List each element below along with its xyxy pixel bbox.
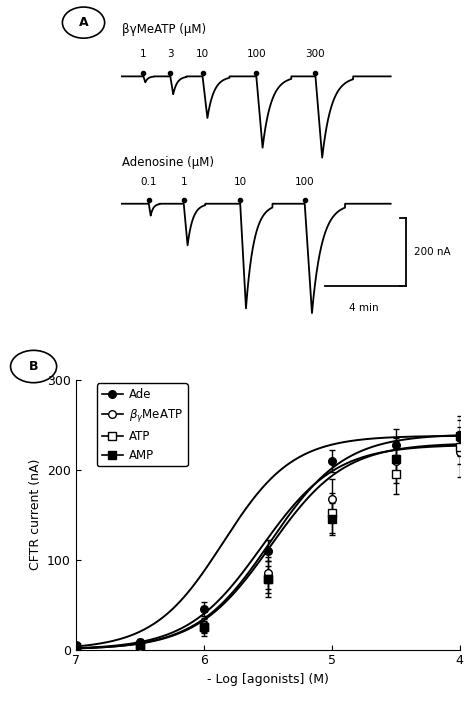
Text: 4 min: 4 min [349,303,379,313]
X-axis label: - Log [agonists] (M): - Log [agonists] (M) [207,673,329,686]
Text: 300: 300 [306,49,325,59]
Text: 100: 100 [295,176,314,187]
Text: 3: 3 [167,49,173,59]
Text: βγMeATP (μM): βγMeATP (μM) [122,23,206,35]
Text: 10: 10 [196,49,209,59]
Legend: Ade, $\beta_\gamma$MeATP, ATP, AMP: Ade, $\beta_\gamma$MeATP, ATP, AMP [97,383,188,467]
Y-axis label: CFTR current (nA): CFTR current (nA) [28,459,42,570]
Text: 0.1: 0.1 [140,176,157,187]
Text: B: B [29,360,38,373]
Text: 1: 1 [181,176,187,187]
Text: 1: 1 [140,49,147,59]
Text: 100: 100 [246,49,266,59]
Text: 200 nA: 200 nA [414,247,450,257]
Text: 10: 10 [234,176,247,187]
Text: A: A [79,16,88,29]
Text: Adenosine (μM): Adenosine (μM) [122,155,214,169]
